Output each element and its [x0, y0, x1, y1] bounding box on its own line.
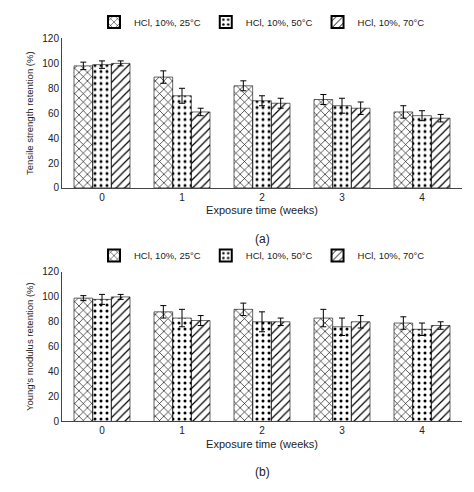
svg-text:100: 100 [42, 291, 59, 302]
svg-text:Tensile strength retention (%): Tensile strength retention (%) [24, 51, 35, 175]
svg-text:1: 1 [179, 192, 185, 203]
svg-text:HCl, 10%, 25°C: HCl, 10%, 25°C [134, 250, 201, 261]
svg-text:3: 3 [339, 425, 345, 436]
svg-text:HCl, 10%, 50°C: HCl, 10%, 50°C [246, 17, 313, 28]
svg-text:Exposure time (weeks): Exposure time (weeks) [206, 438, 318, 450]
svg-text:Young's modulus retention (%): Young's modulus retention (%) [24, 282, 35, 411]
svg-text:2: 2 [259, 192, 265, 203]
svg-text:2: 2 [259, 425, 265, 436]
svg-text:4: 4 [419, 192, 425, 203]
svg-text:20: 20 [48, 158, 60, 169]
svg-text:0: 0 [53, 416, 59, 427]
svg-text:80: 80 [48, 83, 60, 94]
svg-text:120: 120 [42, 33, 59, 44]
svg-text:(a): (a) [255, 232, 270, 246]
svg-text:0: 0 [99, 425, 105, 436]
svg-text:4: 4 [419, 425, 425, 436]
svg-text:60: 60 [48, 341, 60, 352]
svg-text:(b): (b) [255, 465, 270, 479]
svg-text:HCl, 10%, 25°C: HCl, 10%, 25°C [134, 17, 201, 28]
svg-text:3: 3 [339, 192, 345, 203]
svg-text:20: 20 [48, 391, 60, 402]
svg-text:HCl, 10%, 70°C: HCl, 10%, 70°C [358, 250, 425, 261]
svg-text:HCl, 10%, 50°C: HCl, 10%, 50°C [246, 250, 313, 261]
svg-text:120: 120 [42, 266, 59, 277]
svg-text:Exposure time (weeks): Exposure time (weeks) [206, 204, 318, 216]
svg-text:0: 0 [99, 192, 105, 203]
svg-text:80: 80 [48, 316, 60, 327]
svg-text:HCl, 10%, 70°C: HCl, 10%, 70°C [358, 17, 425, 28]
svg-text:100: 100 [42, 58, 59, 69]
svg-text:1: 1 [179, 425, 185, 436]
svg-text:60: 60 [48, 108, 60, 119]
svg-text:40: 40 [48, 133, 60, 144]
svg-text:40: 40 [48, 366, 60, 377]
svg-text:0: 0 [53, 182, 59, 193]
